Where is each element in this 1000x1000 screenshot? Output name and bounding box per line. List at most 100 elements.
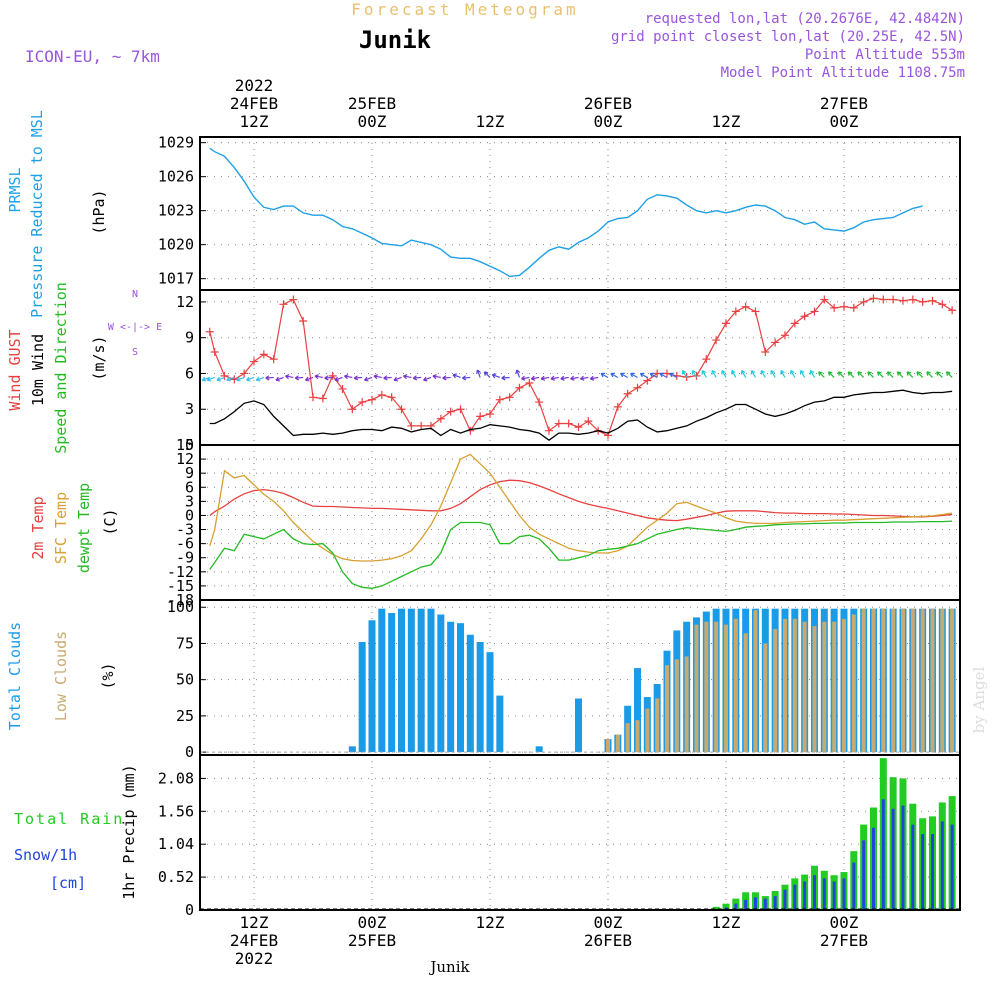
- wind-direction-arrow: [760, 370, 766, 378]
- y-tick-label: 25: [176, 707, 194, 725]
- y-tick-label: 1029: [158, 134, 194, 152]
- low-cloud-bar: [851, 614, 856, 753]
- wind-speed-line: [209, 389, 953, 442]
- gust-point: [220, 371, 229, 380]
- rain-label: Total Rain: [14, 810, 124, 828]
- wind-direction-arrow: [610, 372, 619, 378]
- pressure-label-2: Pressure Reduced to MSL: [28, 110, 46, 318]
- gust-point: [515, 383, 524, 392]
- pressure-label-1: PRMSL: [6, 167, 24, 212]
- gust-point: [849, 303, 858, 312]
- y-tick-label: 15: [176, 436, 194, 454]
- wind-direction-arrow: [412, 375, 422, 381]
- time-label-bottom: 27FEB: [820, 931, 868, 950]
- y-tick-label: -12: [167, 563, 194, 581]
- gust-point: [456, 405, 465, 414]
- wind-direction-arrow: [799, 370, 806, 378]
- snow-bar: [763, 898, 767, 910]
- total-cloud-bar: [447, 621, 455, 753]
- wind-direction-arrow: [669, 372, 678, 378]
- wind-unit: (m/s): [90, 335, 108, 380]
- wind-direction-arrow: [383, 375, 392, 381]
- footer-location: Junik: [428, 958, 470, 976]
- wind-direction-arrow: [344, 374, 353, 380]
- wind-direction-arrow: [560, 375, 569, 381]
- dewpt-label: dewpt Temp: [75, 483, 93, 573]
- gust-label: Wind GUST: [6, 329, 24, 410]
- wind-direction-arrow: [265, 375, 274, 381]
- low-cloud-bar: [664, 665, 669, 753]
- gust-point: [210, 348, 219, 356]
- low-cloud-bar: [792, 618, 797, 753]
- y-tick-label: 0: [185, 506, 194, 524]
- wind-frame: [199, 289, 961, 446]
- total-clouds-label: Total Clouds: [6, 622, 24, 730]
- wind-direction-arrow: [393, 376, 402, 382]
- time-label-top: 12Z: [476, 112, 505, 131]
- snow-bar: [842, 878, 846, 910]
- gust-point: [731, 307, 740, 316]
- snow-bar: [921, 834, 925, 910]
- snow-bar: [950, 824, 954, 910]
- wind-direction-arrow: [589, 375, 599, 381]
- gust-point: [535, 398, 544, 407]
- snow-bar: [783, 889, 787, 910]
- total-cloud-bar: [417, 608, 425, 753]
- wind-direction-arrow: [206, 376, 215, 382]
- gust-point: [505, 393, 514, 402]
- snow-bar: [793, 884, 797, 910]
- y-tick-label: 6: [185, 364, 194, 382]
- low-cloud-bar: [743, 633, 748, 753]
- gust-point: [338, 384, 347, 393]
- wind-direction-arrow: [731, 370, 737, 378]
- wind-direction-arrow: [639, 372, 648, 378]
- wind-direction-arrow: [649, 372, 658, 378]
- wind-direction-arrow: [837, 371, 845, 378]
- time-label-top: 12Z: [240, 112, 269, 131]
- gust-point: [476, 412, 485, 421]
- low-cloud-bar: [881, 608, 886, 753]
- total-cloud-bar: [358, 642, 366, 753]
- gust-point: [928, 296, 937, 305]
- y-tick-label: 12: [176, 450, 194, 468]
- info-requested: requested lon,lat (20.2676E, 42.4842N): [645, 11, 965, 27]
- gust-point: [250, 357, 258, 366]
- gust-point: [259, 350, 268, 359]
- wind-direction-arrow: [886, 371, 894, 378]
- gust-point: [633, 383, 642, 392]
- time-label-bottom: 12Z: [712, 913, 741, 932]
- wind-direction-arrow: [491, 373, 501, 379]
- low-cloud-bar: [615, 734, 620, 753]
- gust-point: [564, 419, 573, 428]
- wind-direction-arrow: [521, 375, 530, 381]
- model-name: ICON-EU, ~ 7km: [25, 47, 160, 66]
- pressure-line: [209, 147, 923, 278]
- gust-point: [240, 369, 249, 378]
- snow-bar: [862, 840, 866, 910]
- total-cloud-bar: [388, 613, 396, 753]
- gust-point: [387, 393, 396, 402]
- gust-point: [574, 423, 583, 432]
- info-gridpoint: grid point closest lon,lat (20.25E, 42.5…: [611, 29, 965, 45]
- wind-direction-arrow: [750, 370, 757, 378]
- gust-point: [328, 371, 337, 380]
- snow-unit: [cm]: [50, 874, 86, 892]
- time-label-bottom: 12Z: [476, 913, 505, 932]
- gust-point: [712, 336, 721, 345]
- wind-direction-arrow: [334, 376, 343, 382]
- wind-direction-arrow: [857, 371, 865, 378]
- wind-direction-arrow: [540, 375, 550, 381]
- gust-point: [436, 414, 445, 423]
- gust-point: [780, 331, 789, 340]
- wind-direction-arrow: [926, 371, 933, 378]
- time-label-bottom: 12Z: [240, 913, 269, 932]
- wind-direction-arrow: [285, 374, 294, 380]
- wind-direction-arrow: [936, 371, 943, 378]
- wind-direction-arrow: [827, 371, 835, 378]
- gust-point: [889, 295, 898, 304]
- time-label-bottom: 00Z: [358, 913, 387, 932]
- total-cloud-bar: [574, 698, 582, 753]
- low-cloud-bar: [900, 608, 905, 753]
- low-cloud-bar: [733, 618, 738, 753]
